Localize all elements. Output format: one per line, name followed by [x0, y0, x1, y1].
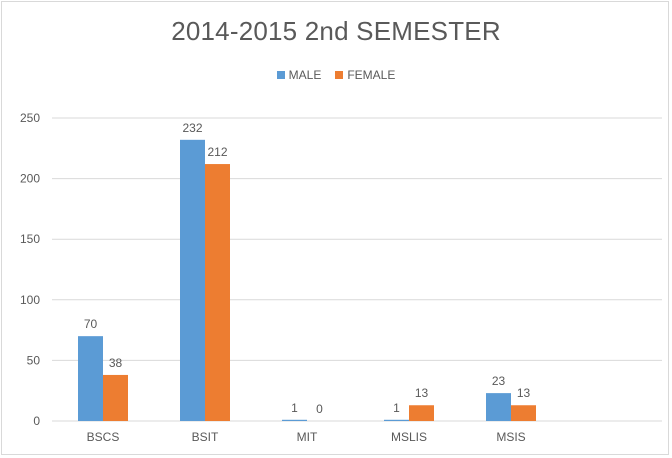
legend-label-female: FEMALE	[347, 68, 396, 82]
bar-male-bscs	[78, 336, 103, 421]
data-label-male-bscs: 70	[84, 317, 98, 331]
x-tick-label-msis: MSIS	[496, 430, 525, 444]
data-label-female-msis: 13	[517, 386, 531, 400]
y-tick-label-200: 200	[20, 172, 40, 186]
y-tick-label-250: 250	[20, 111, 40, 125]
data-label-male-bsit: 232	[182, 121, 202, 135]
bar-male-mslis	[384, 419, 409, 421]
x-tick-label-mslis: MSLIS	[391, 430, 427, 444]
data-label-female-mslis: 13	[415, 386, 429, 400]
y-tick-label-50: 50	[27, 353, 41, 367]
bar-female-bscs	[103, 374, 128, 421]
x-tick-label-bsit: BSIT	[192, 430, 219, 444]
legend-label-male: MALE	[288, 68, 322, 82]
chart-title: 2014-2015 2nd SEMESTER	[171, 16, 501, 46]
bar-male-bsit	[180, 139, 205, 422]
bar-male-mit	[282, 419, 307, 421]
legend-swatch-female	[335, 71, 344, 79]
y-tick-label-0: 0	[33, 414, 40, 428]
bar-female-msis	[511, 405, 536, 421]
legend-item-male: MALE	[276, 68, 322, 82]
x-tick-label-bscs: BSCS	[87, 430, 120, 444]
bar-male-msis	[486, 393, 511, 421]
legend-item-female: FEMALE	[335, 68, 395, 82]
bar-female-bsit	[205, 164, 230, 421]
y-tick-label-100: 100	[20, 293, 40, 307]
data-label-male-mit: 1	[291, 401, 298, 415]
x-tick-label-mit: MIT	[297, 430, 318, 444]
chart-legend: MALE FEMALE	[2, 68, 670, 82]
data-label-female-mit: 0	[316, 402, 323, 416]
data-label-female-bscs: 38	[109, 356, 123, 370]
bar-female-mslis	[409, 405, 434, 421]
data-label-female-bsit: 212	[207, 145, 227, 159]
data-label-male-mslis: 1	[393, 401, 400, 415]
legend-swatch-male	[276, 71, 285, 79]
y-tick-label-150: 150	[20, 232, 40, 246]
data-label-male-msis: 23	[492, 374, 506, 388]
